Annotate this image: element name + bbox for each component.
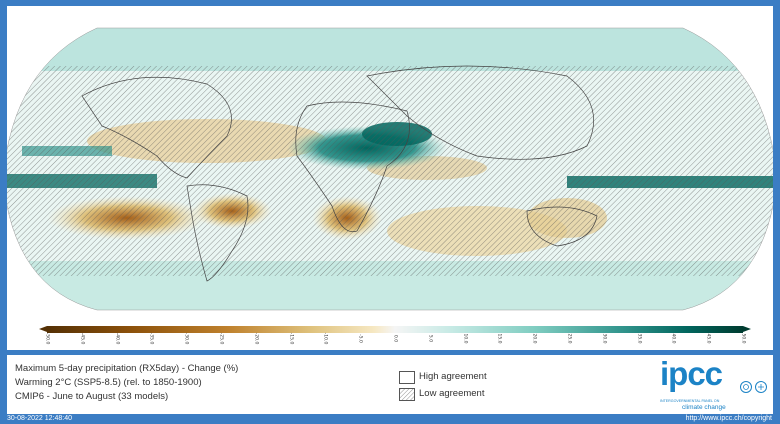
colorbar-min-arrow [39,326,47,332]
timestamp: 30-08-2022 12:48:40 [7,415,72,422]
colorbar-tick-label: -10.0 [322,332,328,345]
colorbar-tick-label: 35.0 [636,333,642,344]
colorbar-tick-label: 25.0 [566,333,572,344]
ipcc-subtitle: INTERGOVERNMENTAL PANEL ON [660,399,720,403]
map-title: Maximum 5-day precipitation (RX5day) - C… [15,363,239,374]
scenario-line: Warming 2°C (SSP5-8.5) (rel. to 1850-190… [15,377,202,388]
world-map [7,27,773,311]
models-line: CMIP6 - June to August (33 models) [15,391,169,402]
colorbar-tick-label: -5.0 [357,334,363,343]
colorbar-tick-label: 40.0 [670,333,676,344]
colorbar-tick-label: -40.0 [114,332,120,345]
colorbar-tick-label: 50.0 [740,333,746,344]
colorbar-ramp [47,326,743,333]
low-agreement-swatch [399,388,415,401]
colorbar-tick-label: 15.0 [496,333,502,344]
colorbar-tick-label: 5.0 [427,334,433,343]
colorbar-tick-label: -30.0 [183,332,189,345]
colorbar-tick-label: -50.0 [44,332,50,345]
ipcc-logo: ipcc INTERGOVERNMENTAL PANEL ON climate … [660,355,730,411]
colorbar-tick-label: 45.0 [705,333,711,344]
colorbar-tick-label: 30.0 [601,333,607,344]
colorbar-max-arrow [743,326,751,332]
colorbar-tick-label: -35.0 [148,332,154,345]
ipcc-wordmark: ipcc [660,355,723,392]
map-frame: -50.0 -45.0 -40.0 -35.0 -30.0 -25.0 -20.0 -15.0… [7,6,773,350]
low-agreement-label: Low agreement [419,388,485,399]
high-agreement-swatch [399,371,415,384]
partner-logos-icon [740,381,767,393]
high-agreement-label: High agreement [419,371,487,382]
ipcc-subtitle-2: climate change [682,404,726,411]
colorbar: -50.0 -45.0 -40.0 -35.0 -30.0 -25.0 -20.0 -15.0… [39,321,751,351]
colorbar-tick-label: 0.0 [392,334,398,343]
colorbar-tick-label: 20.0 [531,333,537,344]
copyright-link[interactable]: http://www.ipcc.ch/copyright [685,415,772,422]
colorbar-tick-label: -45.0 [79,332,85,345]
colorbar-tick-label: 10.0 [462,333,468,344]
colorbar-tick-label: -25.0 [218,332,224,345]
colorbar-tick-label: -15.0 [288,332,294,345]
info-panel: Maximum 5-day precipitation (RX5day) - C… [7,355,773,414]
colorbar-tick-label: -20.0 [253,332,259,345]
